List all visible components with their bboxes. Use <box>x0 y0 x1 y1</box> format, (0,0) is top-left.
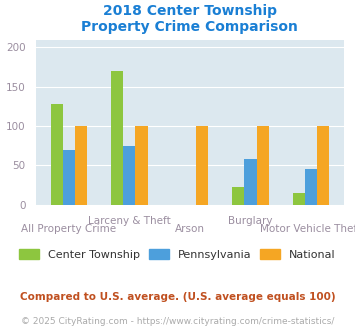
Bar <box>293 193 305 205</box>
Bar <box>305 169 317 205</box>
Bar <box>196 126 208 205</box>
Text: Motor Vehicle Theft: Motor Vehicle Theft <box>261 224 355 234</box>
Title: 2018 Center Township
Property Crime Comparison: 2018 Center Township Property Crime Comp… <box>82 4 298 34</box>
Text: Burglary: Burglary <box>228 216 273 226</box>
Bar <box>257 126 269 205</box>
Bar <box>75 126 87 205</box>
Bar <box>123 146 135 205</box>
Bar <box>317 126 329 205</box>
Bar <box>51 104 63 205</box>
Bar <box>232 187 245 205</box>
Bar <box>63 149 75 205</box>
Legend: Center Township, Pennsylvania, National: Center Township, Pennsylvania, National <box>15 245 340 264</box>
Bar <box>245 159 257 205</box>
Text: All Property Crime: All Property Crime <box>21 224 116 234</box>
Text: Larceny & Theft: Larceny & Theft <box>88 216 171 226</box>
Text: © 2025 CityRating.com - https://www.cityrating.com/crime-statistics/: © 2025 CityRating.com - https://www.city… <box>21 317 334 326</box>
Text: Compared to U.S. average. (U.S. average equals 100): Compared to U.S. average. (U.S. average … <box>20 292 335 302</box>
Bar <box>135 126 148 205</box>
Bar <box>111 71 123 205</box>
Text: Arson: Arson <box>175 224 205 234</box>
